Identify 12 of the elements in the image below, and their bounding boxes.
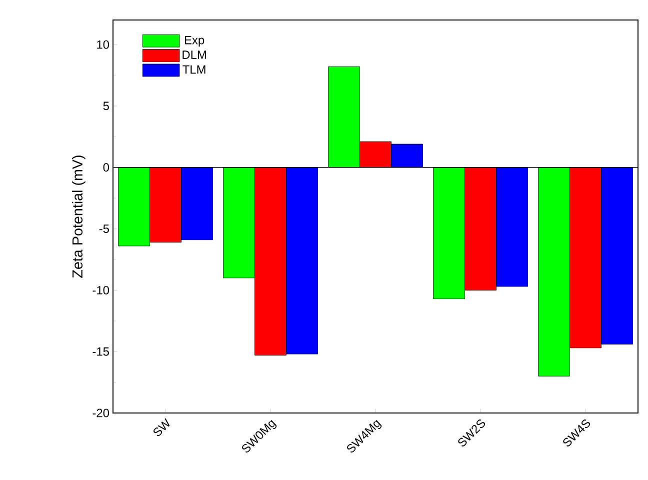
y-tick-label: 5: [103, 102, 109, 110]
y-tick-label: 10: [97, 40, 110, 49]
y-axis-title: Zeta Potential (mV): [72, 156, 86, 278]
y-tick-label: -5: [99, 224, 109, 233]
legend-label: Exp: [184, 36, 204, 47]
y-tick-label: -20: [92, 408, 110, 418]
y-tick-label: 0: [103, 163, 110, 172]
legend-label: DLM: [182, 50, 206, 59]
y-tick-label: -15: [92, 347, 109, 356]
y-tick-label: -10: [92, 286, 110, 294]
x-tick-label: SW: [153, 418, 170, 436]
legend-label: TLM: [182, 65, 206, 74]
